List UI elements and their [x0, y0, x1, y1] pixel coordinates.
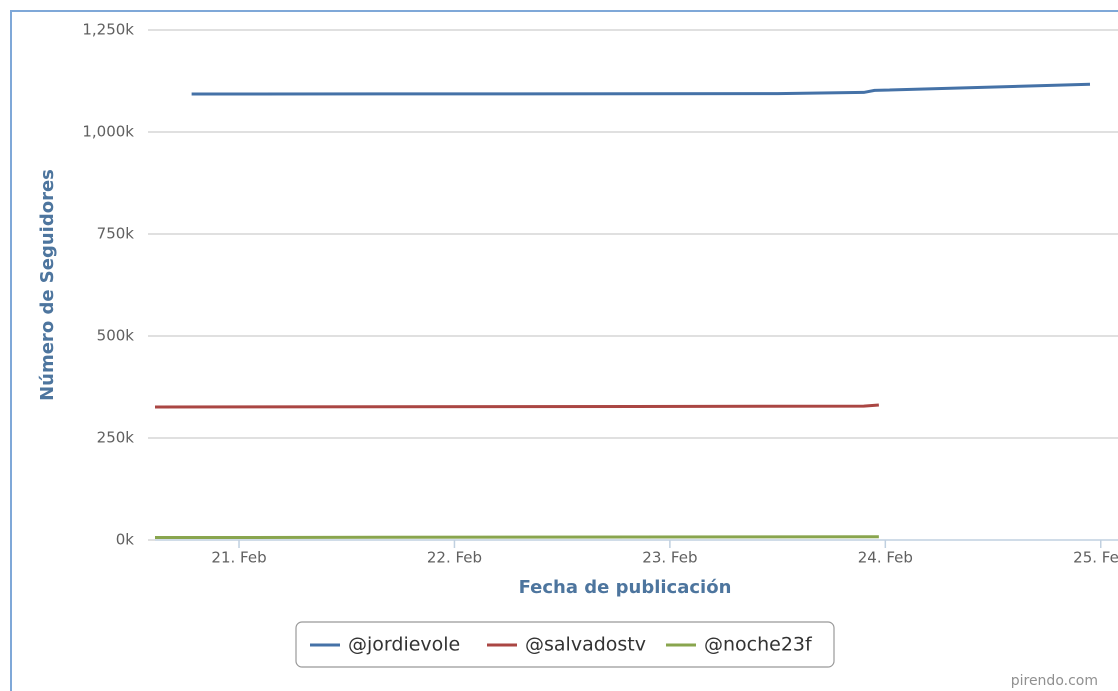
frame: [10, 10, 1118, 691]
y-tick-label: 250k: [97, 429, 135, 447]
y-tick-label: 1,000k: [82, 123, 134, 141]
legend-box: [295, 621, 835, 668]
credit: pirendo.com: [1011, 673, 1098, 689]
x-axis-title: Fecha de publicación: [519, 577, 732, 598]
legend-label: @salvadostv: [525, 634, 646, 656]
line: [154, 403, 879, 409]
legend-label: @jordievole: [348, 634, 460, 656]
y-tick-label: 500k: [97, 327, 135, 345]
y-tick-label: 1,250k: [82, 21, 134, 39]
x-tick-label: 25. Feb: [1073, 549, 1118, 567]
x-tick-label: 21. Feb: [211, 549, 266, 567]
x-tick-label: 23. Feb: [642, 549, 697, 567]
y-tick-label: 750k: [97, 225, 135, 243]
line: [154, 535, 879, 540]
x-tick-label: 24. Feb: [858, 549, 913, 567]
x-tick-label: 22. Feb: [427, 549, 482, 567]
legend-label: @noche23f: [704, 634, 813, 656]
y-axis-title: Número de Seguidores: [37, 169, 58, 401]
y-tick-label: 0k: [116, 531, 135, 549]
line: [191, 82, 1091, 96]
